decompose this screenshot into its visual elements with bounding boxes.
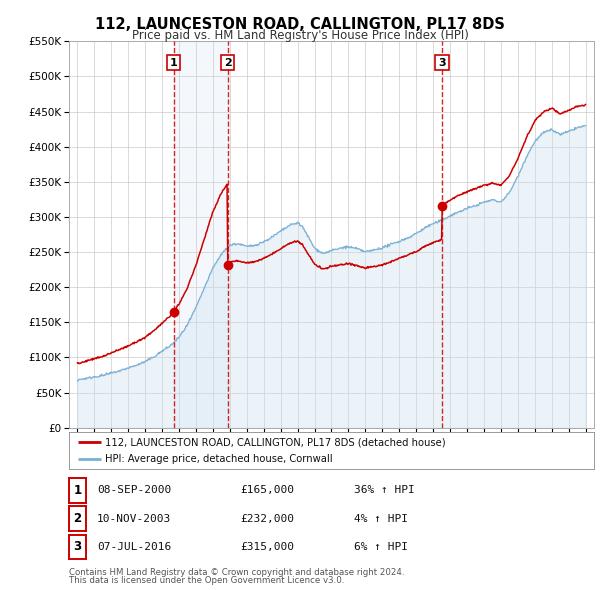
Text: 112, LAUNCESTON ROAD, CALLINGTON, PL17 8DS (detached house): 112, LAUNCESTON ROAD, CALLINGTON, PL17 8… [105,437,445,447]
Text: 2: 2 [73,512,82,525]
Text: Contains HM Land Registry data © Crown copyright and database right 2024.: Contains HM Land Registry data © Crown c… [69,568,404,577]
Text: 1: 1 [73,484,82,497]
Text: 4% ↑ HPI: 4% ↑ HPI [354,514,408,523]
Text: £315,000: £315,000 [240,542,294,552]
Text: 36% ↑ HPI: 36% ↑ HPI [354,486,415,495]
Text: 08-SEP-2000: 08-SEP-2000 [97,486,172,495]
Text: £165,000: £165,000 [240,486,294,495]
Text: 6% ↑ HPI: 6% ↑ HPI [354,542,408,552]
Bar [174,41,227,428]
Text: HPI: Average price, detached house, Cornwall: HPI: Average price, detached house, Corn… [105,454,332,464]
Text: £232,000: £232,000 [240,514,294,523]
Text: 3: 3 [73,540,82,553]
Text: This data is licensed under the Open Government Licence v3.0.: This data is licensed under the Open Gov… [69,576,344,585]
Text: 1: 1 [170,58,178,67]
Text: Price paid vs. HM Land Registry's House Price Index (HPI): Price paid vs. HM Land Registry's House … [131,30,469,42]
Text: 2: 2 [224,58,232,67]
Text: 3: 3 [438,58,446,67]
Text: 07-JUL-2016: 07-JUL-2016 [97,542,172,552]
Text: 10-NOV-2003: 10-NOV-2003 [97,514,172,523]
Text: 112, LAUNCESTON ROAD, CALLINGTON, PL17 8DS: 112, LAUNCESTON ROAD, CALLINGTON, PL17 8… [95,17,505,31]
